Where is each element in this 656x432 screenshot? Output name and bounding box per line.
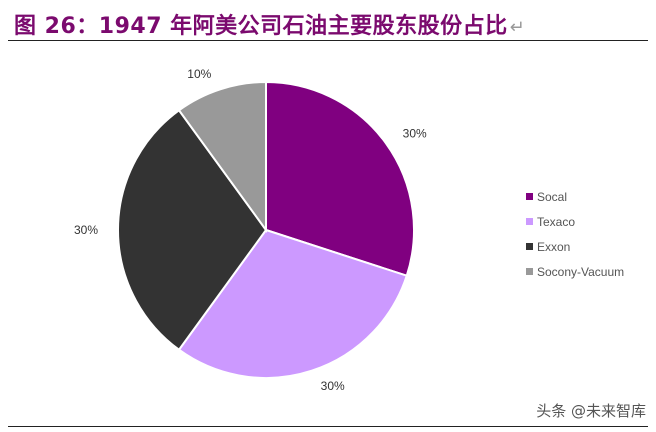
legend-swatch — [526, 193, 533, 200]
pie-slice-socony-vacuum — [177, 80, 267, 234]
legend-label: Texaco — [537, 214, 576, 229]
top-rule — [8, 40, 648, 41]
pie-label-socal: 30% — [403, 127, 427, 141]
pie-slice-texaco — [177, 228, 409, 379]
legend-swatch — [526, 268, 533, 275]
title-text: 图 26：1947 年阿美公司石油主要股东股份占比 — [14, 14, 508, 39]
legend-label: Exxon — [537, 239, 571, 254]
pie-slice-socal — [265, 80, 415, 277]
legend-item-exxon: Exxon — [526, 234, 624, 259]
watermark: 头条 @未来智库 — [536, 402, 646, 420]
bottom-rule — [8, 426, 648, 427]
chart-legend: Socal Texaco Exxon Socony-Vacuum — [526, 184, 624, 284]
legend-label: Socony-Vacuum — [537, 264, 625, 279]
legend-swatch — [526, 218, 533, 225]
legend-label: Socal — [537, 189, 568, 204]
legend-swatch — [526, 243, 533, 250]
return-mark-icon: ↵ — [509, 17, 526, 38]
pie-label-exxon: 30% — [74, 223, 98, 237]
legend-item-texaco: Texaco — [526, 209, 624, 234]
legend-item-socal: Socal — [526, 184, 624, 209]
pie-label-texaco: 30% — [321, 379, 345, 393]
pie-label-socony-vacuum: 10% — [187, 67, 211, 81]
page-title: 图 26：1947 年阿美公司石油主要股东股份占比 ↵ — [14, 8, 525, 40]
pie-slice-exxon — [117, 108, 268, 352]
legend-item-socony-vacuum: Socony-Vacuum — [526, 259, 624, 284]
